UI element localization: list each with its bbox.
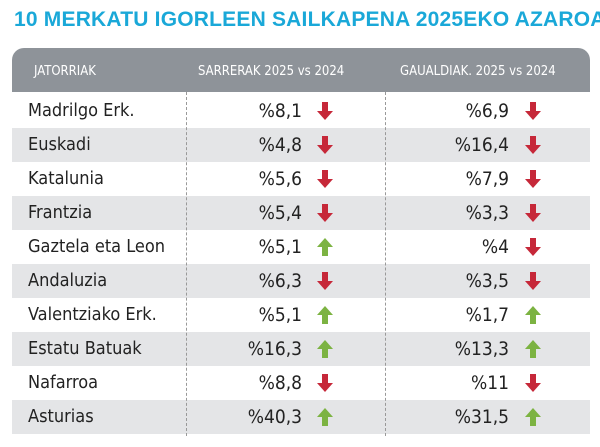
arrow-shape (317, 340, 333, 358)
percent-value: %7,9 (465, 168, 509, 190)
trend-arrow (525, 136, 541, 154)
origin-name: Asturias (28, 406, 94, 427)
percent-value: %3,5 (465, 270, 509, 292)
percent-value: %16,3 (247, 338, 302, 360)
origin-name: Andaluzia (28, 270, 108, 291)
arrow-shape (317, 204, 333, 222)
trend-arrow (525, 170, 541, 188)
arrow-shape (317, 408, 333, 426)
arrow-shape (317, 238, 333, 256)
percent-value: %40,3 (247, 406, 302, 428)
table-row: Valentziako Erk. %5,1 %1,7 (12, 298, 590, 332)
trend-arrow (317, 340, 333, 358)
separator (385, 92, 386, 436)
percent-value: %5,1 (258, 304, 302, 326)
arrow-shape (525, 170, 541, 188)
trend-arrow (525, 340, 541, 358)
origin-name: Madrilgo Erk. (28, 100, 135, 121)
arrow-shape (525, 136, 541, 154)
percent-value: %8,1 (258, 100, 302, 122)
table-row: Nafarroa %8,8 %11 (12, 366, 590, 400)
arrow-shape (525, 340, 541, 358)
arrow-shape (525, 306, 541, 324)
percent-value: %6,9 (465, 100, 509, 122)
column-header: GAUALDIAK. 2025 vs 2024 (400, 64, 556, 79)
trend-arrow (317, 170, 333, 188)
arrow-shape (525, 408, 541, 426)
percent-value: %4,8 (258, 134, 302, 156)
origin-name: Frantzia (28, 202, 93, 223)
trend-arrow (525, 204, 541, 222)
arrow-shape (317, 170, 333, 188)
separator (186, 92, 187, 436)
table-row: Gaztela eta Leon %5,1 %4 (12, 230, 590, 264)
origin-name: Katalunia (28, 168, 104, 189)
arrow-shape (317, 272, 333, 290)
trend-arrow (317, 136, 333, 154)
origin-name: Valentziako Erk. (28, 304, 157, 325)
percent-value: %5,1 (258, 236, 302, 258)
origin-name: Euskadi (28, 134, 91, 155)
trend-arrow (317, 272, 333, 290)
percent-value: %4 (481, 236, 509, 258)
percent-value: %16,4 (454, 134, 509, 156)
trend-arrow (317, 204, 333, 222)
table-row: Euskadi %4,8 %16,4 (12, 128, 590, 162)
percent-value: %13,3 (454, 338, 509, 360)
percent-value: %8,8 (258, 372, 302, 394)
table-row: Asturias %40,3 %31,5 (12, 400, 590, 434)
trend-arrow (317, 238, 333, 256)
arrow-shape (525, 102, 541, 120)
trend-arrow (525, 238, 541, 256)
trend-arrow (525, 306, 541, 324)
column-header: JATORRIAK (34, 64, 96, 79)
trend-arrow (525, 374, 541, 392)
table-row: Estatu Batuak %16,3 %13,3 (12, 332, 590, 366)
title: 10 MERKATU IGORLEEN SAILKAPENA 2025EKO A… (14, 8, 600, 31)
table-header: JATORRIAK SARRERAK 2025 vs 2024 GAUALDIA… (12, 48, 590, 92)
trend-arrow (317, 408, 333, 426)
table-row: Frantzia %5,4 %3,3 (12, 196, 590, 230)
percent-value: %6,3 (258, 270, 302, 292)
percent-value: %11 (471, 372, 509, 394)
percent-value: %5,6 (258, 168, 302, 190)
trend-arrow (317, 102, 333, 120)
trend-arrow (525, 408, 541, 426)
table-row: Katalunia %5,6 %7,9 (12, 162, 590, 196)
table-row: Andaluzia %6,3 %3,5 (12, 264, 590, 298)
arrow-shape (317, 136, 333, 154)
trend-arrow (525, 102, 541, 120)
arrow-shape (525, 272, 541, 290)
column-header: SARRERAK 2025 vs 2024 (198, 64, 345, 79)
percent-value: %31,5 (454, 406, 509, 428)
arrow-shape (317, 306, 333, 324)
arrow-shape (525, 204, 541, 222)
trend-arrow (317, 374, 333, 392)
trend-arrow (317, 306, 333, 324)
origin-name: Estatu Batuak (28, 338, 142, 359)
origin-name: Nafarroa (28, 372, 99, 393)
arrow-shape (525, 238, 541, 256)
percent-value: %5,4 (258, 202, 302, 224)
percent-value: %3,3 (465, 202, 509, 224)
arrow-shape (317, 102, 333, 120)
trend-arrow (525, 272, 541, 290)
arrow-shape (317, 374, 333, 392)
table-row: Madrilgo Erk. %8,1 %6,9 (12, 94, 590, 128)
origin-name: Gaztela eta Leon (28, 236, 166, 257)
percent-value: %1,7 (465, 304, 509, 326)
arrow-shape (525, 374, 541, 392)
